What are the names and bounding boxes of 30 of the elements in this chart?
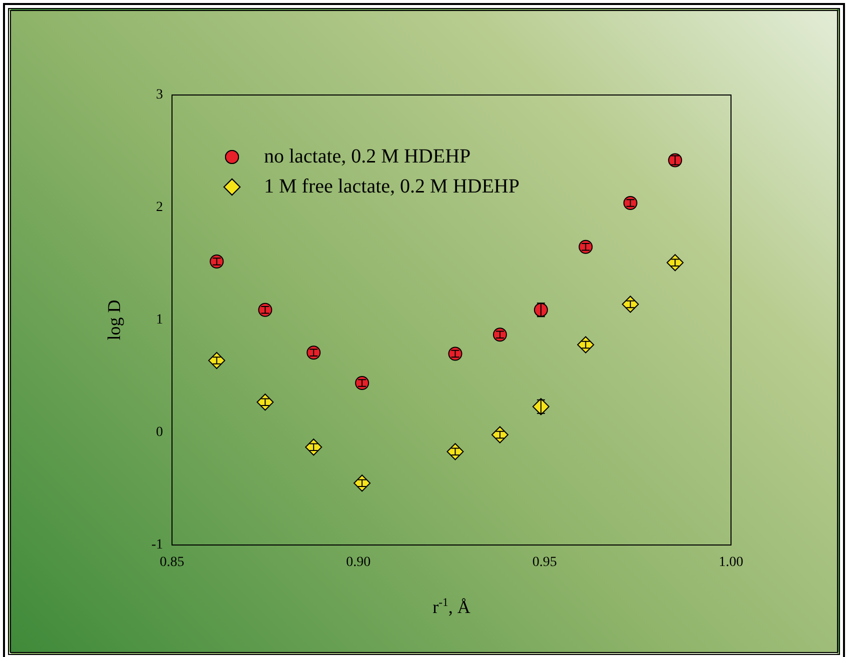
legend-label: 1 M free lactate, 0.2 M HDEHP — [264, 175, 520, 198]
point — [491, 426, 508, 444]
x-tick-label: 1.00 — [718, 555, 744, 570]
point — [623, 196, 638, 210]
point — [622, 296, 639, 313]
legend-label: no lactate, 0.2 M HDEHP — [264, 145, 471, 168]
x-tick-label: 0.85 — [160, 555, 184, 570]
y-tick-label: 3 — [156, 88, 163, 103]
point — [578, 240, 593, 254]
y-tick-label: 2 — [156, 200, 163, 216]
point — [446, 443, 464, 460]
point — [355, 376, 370, 390]
x-tick-label: 0.95 — [532, 555, 557, 570]
y-axis-title: log D — [104, 300, 124, 340]
point — [208, 352, 226, 369]
point — [306, 346, 321, 360]
point — [448, 346, 462, 361]
point — [256, 394, 274, 411]
point — [258, 302, 272, 317]
point — [492, 328, 507, 342]
point — [305, 438, 322, 456]
point — [668, 153, 682, 168]
point — [577, 336, 594, 354]
point — [210, 254, 224, 268]
x-tick-label: 0.90 — [346, 555, 371, 570]
y-tick-label: 0 — [156, 425, 163, 440]
point — [666, 254, 684, 272]
y-tick-label: -1 — [151, 538, 163, 553]
point — [354, 474, 371, 492]
y-tick-label: 1 — [156, 312, 163, 328]
